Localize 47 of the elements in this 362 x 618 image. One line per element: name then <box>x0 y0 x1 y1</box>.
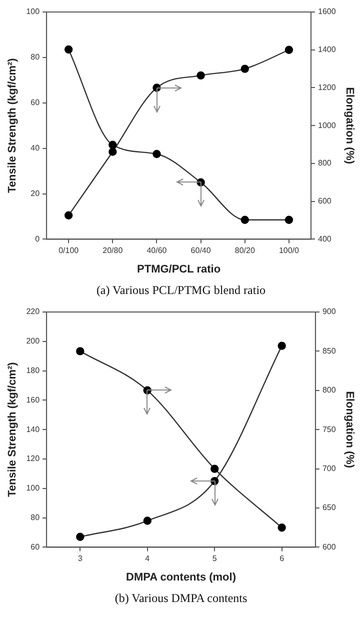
y2-tick-label: 850 <box>322 346 336 356</box>
x-axis-title: DMPA contents (mol) <box>126 571 236 584</box>
y2-tick-label: 800 <box>318 158 332 168</box>
y-axis-title: Tensile Strength (kgf/cm²) <box>6 58 19 194</box>
y-tick-label: 100 <box>26 7 40 16</box>
text: (b) Various DMPA contents <box>114 590 248 607</box>
y-tick-label: 220 <box>26 307 40 316</box>
y-tick-label: 40 <box>30 144 40 153</box>
y2-tick-label: 1400 <box>318 45 336 54</box>
y2-tick-label: 700 <box>322 464 336 474</box>
y2-tick-label: 900 <box>322 307 336 316</box>
x-tick-label: 0/100 <box>58 246 80 256</box>
y-tick-label: 60 <box>30 98 40 108</box>
y-tick-label: 120 <box>26 454 40 464</box>
y-tick-label: 180 <box>26 366 40 376</box>
y-tick-label: 60 <box>30 542 40 552</box>
x-tick-label: 6 <box>280 554 285 564</box>
x-tick-label: 100/0 <box>278 246 300 256</box>
y2-tick-label: 750 <box>322 424 336 434</box>
y2-tick-label: 1200 <box>318 82 336 92</box>
y2-tick-label: 600 <box>322 542 336 552</box>
y2-axis-title: Elongation (%) <box>343 391 356 468</box>
y-tick-label: 140 <box>26 424 40 434</box>
y2-tick-label: 800 <box>322 386 336 395</box>
y-tick-label: 160 <box>26 395 40 404</box>
y-tick-label: 80 <box>30 52 40 62</box>
y-axis-title: Tensile Strength (kgf/cm²) <box>6 362 19 498</box>
x-tick-label: 4 <box>145 554 150 564</box>
text: (a) Various PCL/PTMG blend ratio <box>95 282 267 299</box>
y-tick-label: 20 <box>30 188 40 198</box>
y2-tick-label: 650 <box>322 503 336 512</box>
x-tick-label: 60/40 <box>190 246 212 256</box>
y2-tick-label: 400 <box>318 234 332 244</box>
y-tick-label: 200 <box>26 336 40 346</box>
x-tick-label: 80/20 <box>234 246 256 256</box>
y2-tick-label: 1600 <box>318 7 336 16</box>
x-tick-label: 5 <box>212 554 218 564</box>
x-tick-label: 20/80 <box>102 246 124 256</box>
y2-axis-title: Elongation (%) <box>343 87 356 164</box>
y2-tick-label: 1000 <box>318 120 336 130</box>
y2-tick-label: 600 <box>318 196 332 206</box>
x-tick-label: 3 <box>78 554 83 564</box>
y-tick-label: 0 <box>35 234 40 244</box>
x-axis-title: PTMG/PCL ratio <box>137 263 221 276</box>
x-tick-label: 40/60 <box>146 246 168 256</box>
y-tick-label: 80 <box>30 513 40 522</box>
y-tick-label: 100 <box>26 484 40 493</box>
